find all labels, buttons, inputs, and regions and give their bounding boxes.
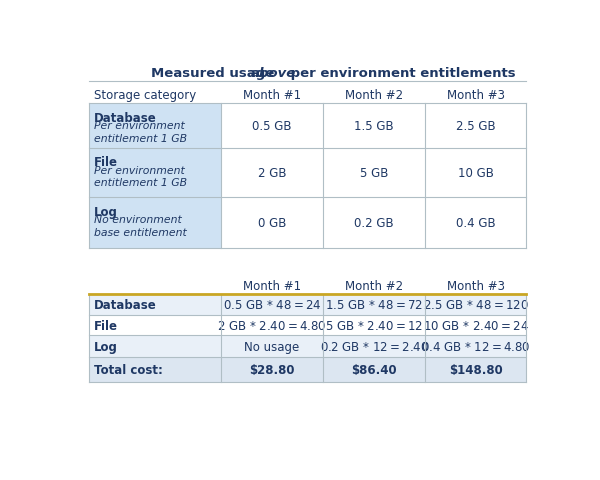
Bar [89,104,221,148]
Bar [89,148,221,197]
Text: Total cost:: Total cost: [94,363,163,376]
Text: File: File [94,319,118,332]
Bar [89,316,526,336]
Bar [89,357,526,382]
Text: 2.5 GB * $48 = $120: 2.5 GB * $48 = $120 [423,299,529,312]
Text: 0.5 GB * $48 = $24: 0.5 GB * $48 = $24 [223,299,321,312]
Text: 0.5 GB: 0.5 GB [252,120,292,132]
Text: Database: Database [94,111,157,124]
Text: 10 GB: 10 GB [458,167,494,180]
Text: Database: Database [94,299,157,312]
Text: Log: Log [94,205,118,218]
Text: 2 GB: 2 GB [257,167,286,180]
Text: $86.40: $86.40 [352,363,397,376]
Text: 0.2 GB * $12 = $2.40: 0.2 GB * $12 = $2.40 [320,340,428,353]
Text: $148.80: $148.80 [449,363,503,376]
Text: 1.5 GB: 1.5 GB [355,120,394,132]
Text: per environment entitlements: per environment entitlements [286,67,515,80]
Text: 2 GB * $2.40 = $4.80: 2 GB * $2.40 = $4.80 [217,319,326,332]
Text: 5 GB: 5 GB [360,167,388,180]
Text: $28.80: $28.80 [249,363,295,376]
Text: Per environment
entitlement 1 GB: Per environment entitlement 1 GB [94,165,187,188]
Text: No environment
base entitlement: No environment base entitlement [94,215,187,237]
Text: Month #2: Month #2 [345,279,403,292]
Text: 1.5 GB * $48 = $72: 1.5 GB * $48 = $72 [325,299,423,312]
Text: 5 GB * $2.40 = $12: 5 GB * $2.40 = $12 [325,319,423,332]
Bar [89,294,526,316]
Text: Per environment
entitlement 1 GB: Per environment entitlement 1 GB [94,120,187,144]
Text: 2.5 GB: 2.5 GB [456,120,496,132]
Text: Month #1: Month #1 [243,89,301,102]
Text: File: File [94,156,118,169]
Text: Month #2: Month #2 [345,89,403,102]
Text: No usage: No usage [244,340,299,353]
Bar [89,197,221,248]
Text: 0.4 GB: 0.4 GB [456,216,496,229]
Text: 0.4 GB * $12 = $4.80: 0.4 GB * $12 = $4.80 [421,340,530,353]
Text: Month #1: Month #1 [243,279,301,292]
Text: 10 GB * $2.40 = $24: 10 GB * $2.40 = $24 [422,319,529,332]
Text: Month #3: Month #3 [446,89,505,102]
Text: Log: Log [94,340,118,353]
Bar [89,336,526,357]
Text: 0 GB: 0 GB [257,216,286,229]
Text: 0.2 GB: 0.2 GB [355,216,394,229]
Text: above: above [251,67,296,80]
Text: Storage category: Storage category [94,89,196,102]
Text: Measured usage: Measured usage [151,67,280,80]
Text: Month #3: Month #3 [446,279,505,292]
